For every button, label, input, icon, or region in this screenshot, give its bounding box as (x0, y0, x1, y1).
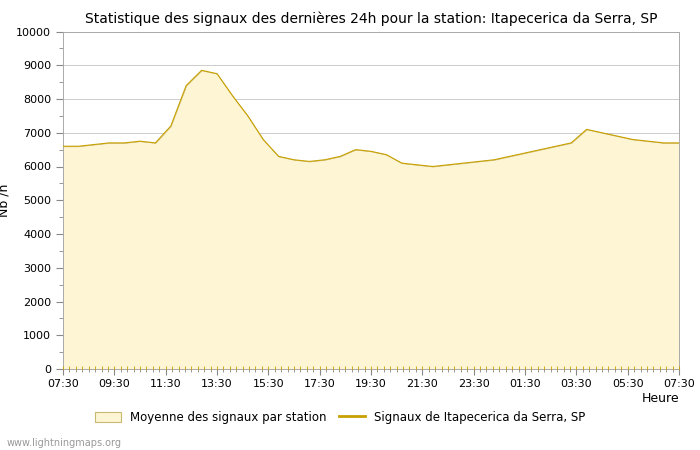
X-axis label: Heure: Heure (641, 392, 679, 405)
Legend: Moyenne des signaux par station, Signaux de Itapecerica da Serra, SP: Moyenne des signaux par station, Signaux… (95, 411, 585, 424)
Y-axis label: Nb /h: Nb /h (0, 184, 10, 217)
Text: www.lightningmaps.org: www.lightningmaps.org (7, 438, 122, 448)
Title: Statistique des signaux des dernières 24h pour la station: Itapecerica da Serra,: Statistique des signaux des dernières 24… (85, 12, 657, 26)
